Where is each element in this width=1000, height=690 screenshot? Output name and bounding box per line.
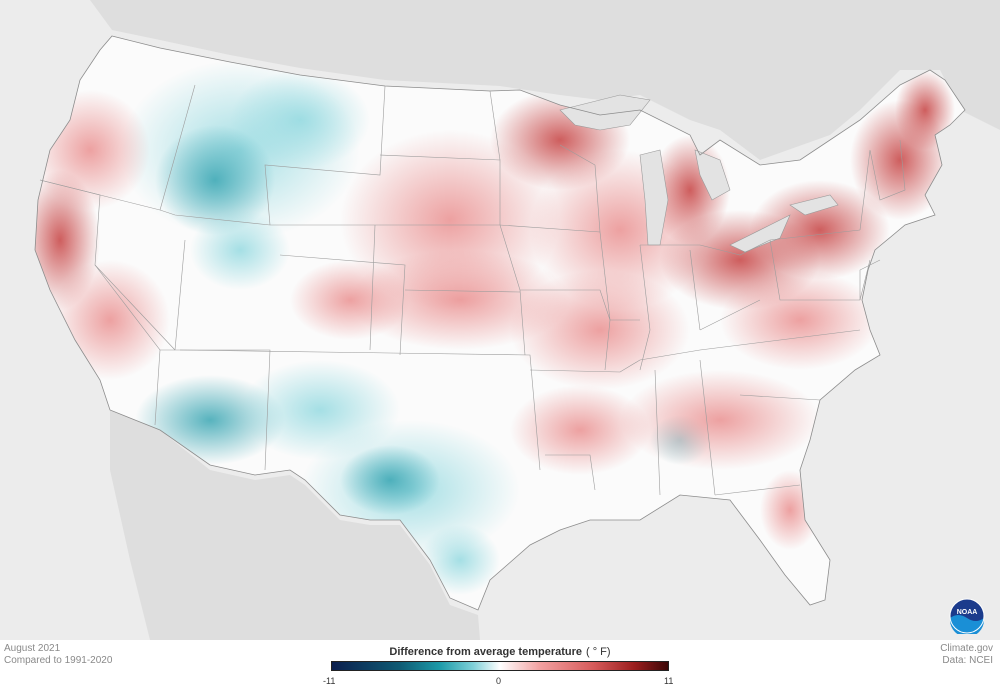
baseline-label: Compared to 1991-2020 — [4, 655, 113, 666]
state-borders — [39, 84, 906, 496]
mexico-landmass — [110, 410, 480, 640]
great-lakes — [559, 94, 839, 253]
canada-landmass — [60, 0, 1000, 160]
svg-text:NOAA: NOAA — [957, 609, 978, 616]
credit-label: Climate.gov — [940, 643, 993, 654]
temperature-anomaly-map: NOAA — [34, 0, 1000, 640]
legend-title: Difference from average temperature ( ° F… — [0, 646, 1000, 658]
legend-title-text: Difference from average temperature — [389, 646, 582, 658]
noaa-logo-icon: NOAA — [949, 598, 985, 634]
footer: August 2021 Compared to 1991-2020 Differ… — [0, 640, 1000, 690]
legend-colorbar — [331, 661, 669, 671]
legend-unit: ( ° F) — [586, 646, 611, 658]
legend-max-label: 11 — [664, 676, 674, 686]
data-source-label: Data: NCEI — [942, 655, 993, 666]
map-svg — [34, 0, 1000, 640]
legend-mid-label: 0 — [496, 676, 502, 686]
month-label: August 2021 — [4, 643, 61, 654]
legend-min-label: -11 — [323, 676, 336, 686]
